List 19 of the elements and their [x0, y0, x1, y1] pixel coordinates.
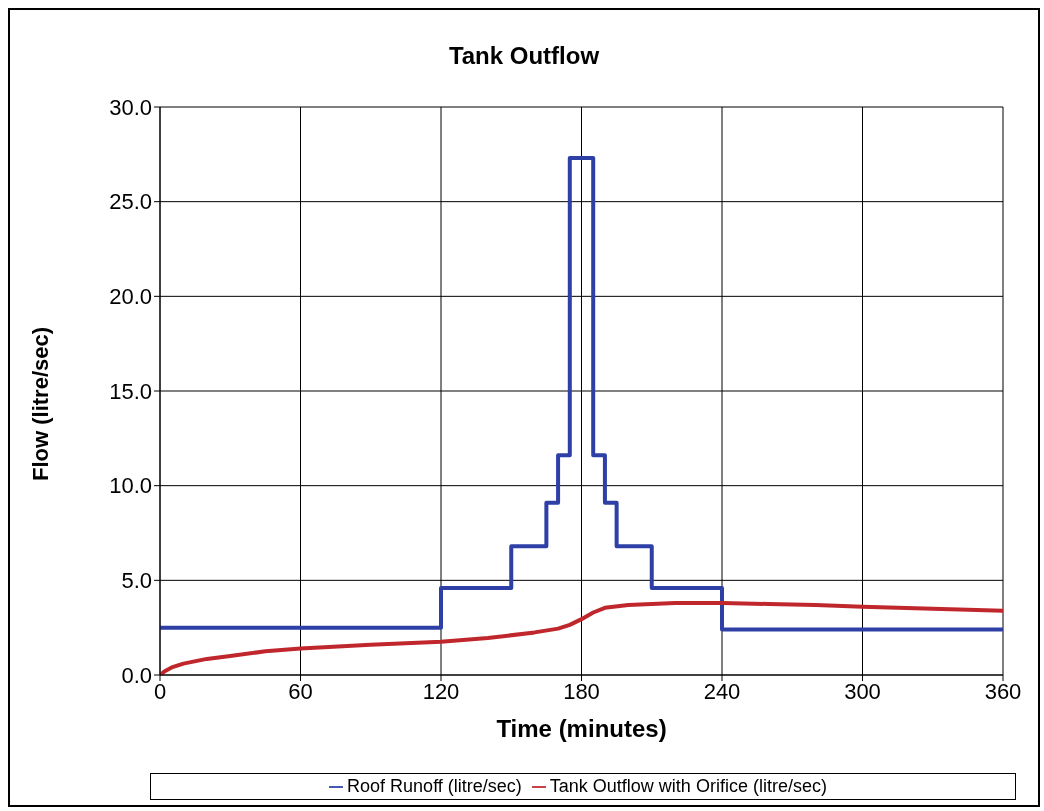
y-tick-label: 25.0: [109, 189, 152, 215]
chart-title: Tank Outflow: [447, 41, 601, 71]
y-tick-label: 10.0: [109, 473, 152, 499]
x-tick-label: 120: [422, 678, 460, 704]
y-tick-label: 30.0: [109, 94, 152, 120]
y-axis-title: Flow (litre/sec): [27, 326, 53, 481]
x-tick-label: 240: [703, 678, 741, 704]
x-tick-label: 360: [984, 678, 1022, 704]
x-tick-label: 180: [563, 678, 600, 704]
legend-label: Tank Outflow with Orifice (litre/sec): [549, 776, 827, 796]
legend-label: Roof Runoff (litre/sec): [347, 776, 522, 796]
x-axis-title: Time (minutes): [496, 715, 667, 742]
x-tick-label: 300: [844, 678, 881, 704]
y-tick-label: 0.0: [121, 662, 152, 688]
x-tick-label: 60: [288, 678, 313, 704]
y-tick-label: 15.0: [109, 378, 152, 404]
x-tick-label: 0: [153, 678, 167, 704]
y-tick-label: 5.0: [121, 568, 152, 594]
y-tick-label: 20.0: [109, 284, 152, 310]
